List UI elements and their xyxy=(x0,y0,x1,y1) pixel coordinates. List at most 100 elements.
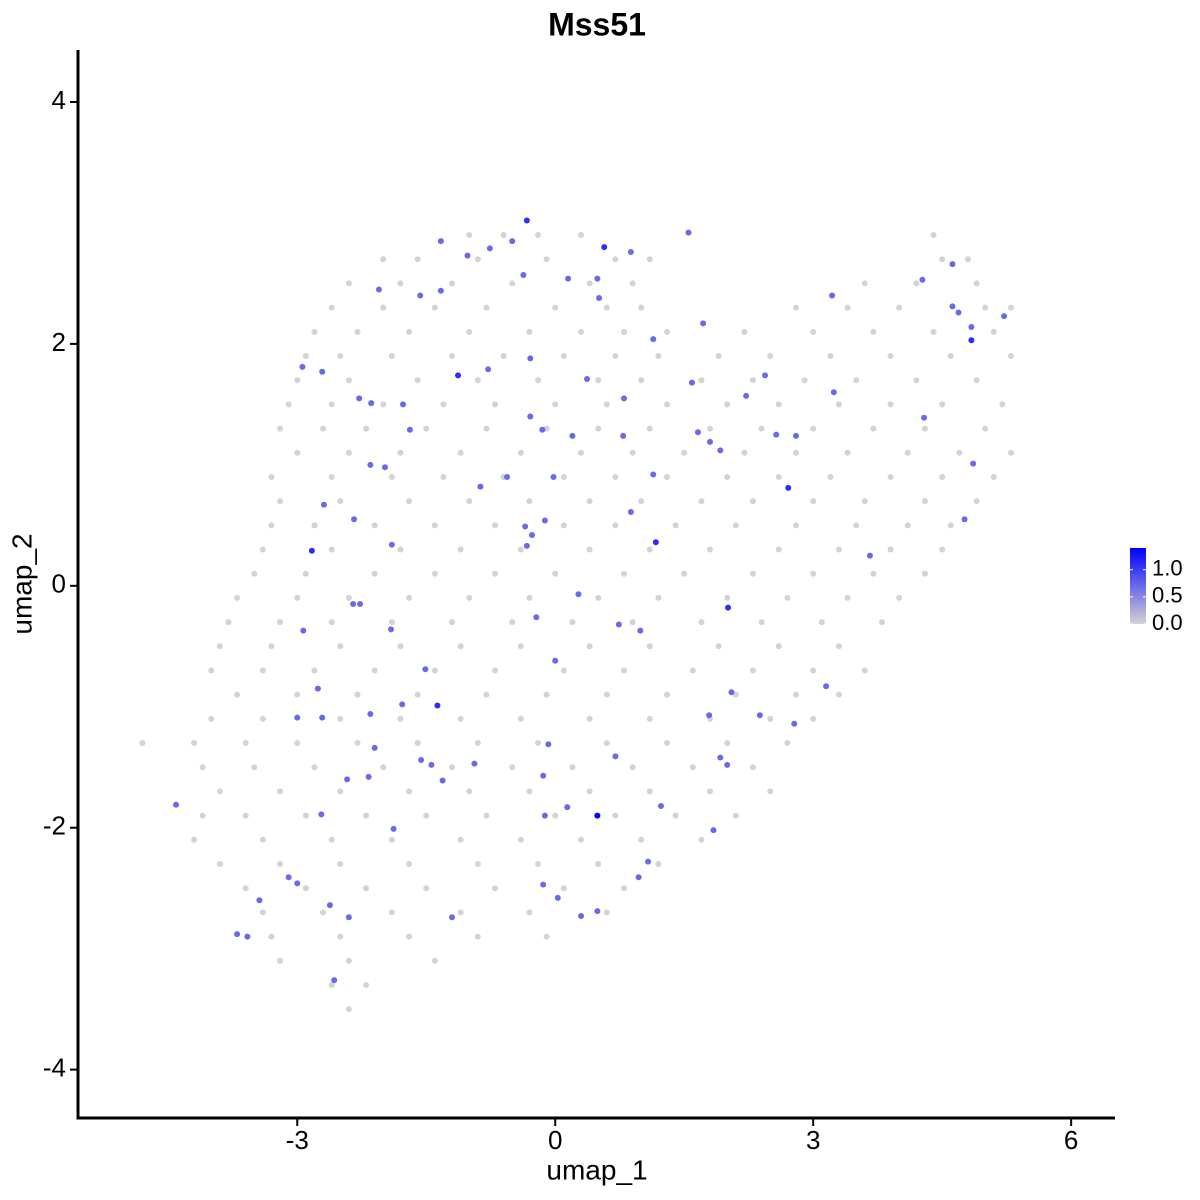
point xyxy=(380,256,387,263)
point xyxy=(961,516,968,523)
point xyxy=(259,667,266,674)
point xyxy=(990,473,997,480)
point xyxy=(388,909,395,916)
point xyxy=(388,473,395,480)
point xyxy=(612,473,619,480)
point xyxy=(311,764,318,771)
point xyxy=(758,619,765,626)
point xyxy=(578,836,585,843)
point xyxy=(259,546,266,553)
point xyxy=(302,570,309,577)
point xyxy=(337,933,344,940)
point xyxy=(474,740,481,747)
point xyxy=(457,546,464,553)
point xyxy=(354,328,361,335)
point xyxy=(268,933,275,940)
point xyxy=(500,232,507,239)
point xyxy=(664,473,671,480)
point xyxy=(853,522,860,529)
point xyxy=(504,473,511,480)
point xyxy=(285,874,292,881)
point xyxy=(827,473,834,480)
point xyxy=(870,570,877,577)
point xyxy=(277,619,284,626)
point xyxy=(844,449,851,456)
point xyxy=(251,570,258,577)
point xyxy=(545,741,552,748)
point xyxy=(439,777,446,784)
point xyxy=(827,353,834,360)
point xyxy=(483,304,490,311)
point xyxy=(492,522,499,529)
point xyxy=(483,812,490,819)
point xyxy=(345,449,352,456)
point xyxy=(337,353,344,360)
point xyxy=(586,643,593,650)
x-tick-label: 0 xyxy=(548,1125,562,1155)
point xyxy=(672,812,679,819)
point xyxy=(921,498,928,505)
point xyxy=(388,541,395,548)
point xyxy=(612,522,619,529)
point xyxy=(621,328,628,335)
point xyxy=(434,702,441,709)
point xyxy=(612,753,619,760)
point xyxy=(363,425,370,432)
y-axis-title: umap_2 xyxy=(6,533,37,634)
point xyxy=(664,740,671,747)
point xyxy=(397,715,404,722)
point xyxy=(345,914,352,921)
point xyxy=(337,643,344,650)
point xyxy=(414,256,421,263)
point xyxy=(251,764,258,771)
point xyxy=(216,643,223,650)
point xyxy=(861,280,868,287)
point xyxy=(371,744,378,751)
point xyxy=(595,425,602,432)
point xyxy=(586,715,593,722)
point xyxy=(878,619,885,626)
point xyxy=(638,498,645,505)
point xyxy=(629,449,636,456)
point xyxy=(449,353,456,360)
point xyxy=(406,328,413,335)
point xyxy=(299,363,306,370)
point xyxy=(414,377,421,384)
point xyxy=(792,522,799,529)
point xyxy=(397,449,404,456)
point xyxy=(474,933,481,940)
point xyxy=(320,501,327,508)
point xyxy=(367,711,374,718)
point xyxy=(225,619,232,626)
point xyxy=(527,355,534,362)
point xyxy=(406,861,413,868)
point xyxy=(896,304,903,311)
point xyxy=(319,368,326,375)
point xyxy=(535,861,542,868)
point xyxy=(345,1006,352,1013)
point xyxy=(835,401,842,408)
point xyxy=(437,238,444,245)
point xyxy=(741,328,748,335)
point xyxy=(586,788,593,795)
chart-title: Mss51 xyxy=(548,6,646,42)
point xyxy=(535,232,542,239)
point xyxy=(717,754,724,761)
point xyxy=(810,425,817,432)
point xyxy=(707,425,714,432)
point xyxy=(919,276,926,283)
point xyxy=(234,594,241,601)
point xyxy=(982,425,989,432)
point xyxy=(650,336,657,343)
point xyxy=(428,761,435,768)
point xyxy=(406,594,413,601)
point xyxy=(1007,449,1014,456)
color-tick-label: 0.5 xyxy=(1152,583,1183,608)
point xyxy=(698,498,705,505)
x-tick-label: 6 xyxy=(1064,1125,1078,1155)
point xyxy=(302,812,309,819)
point xyxy=(431,957,438,964)
point xyxy=(603,909,610,916)
point xyxy=(139,740,146,747)
point xyxy=(294,449,301,456)
